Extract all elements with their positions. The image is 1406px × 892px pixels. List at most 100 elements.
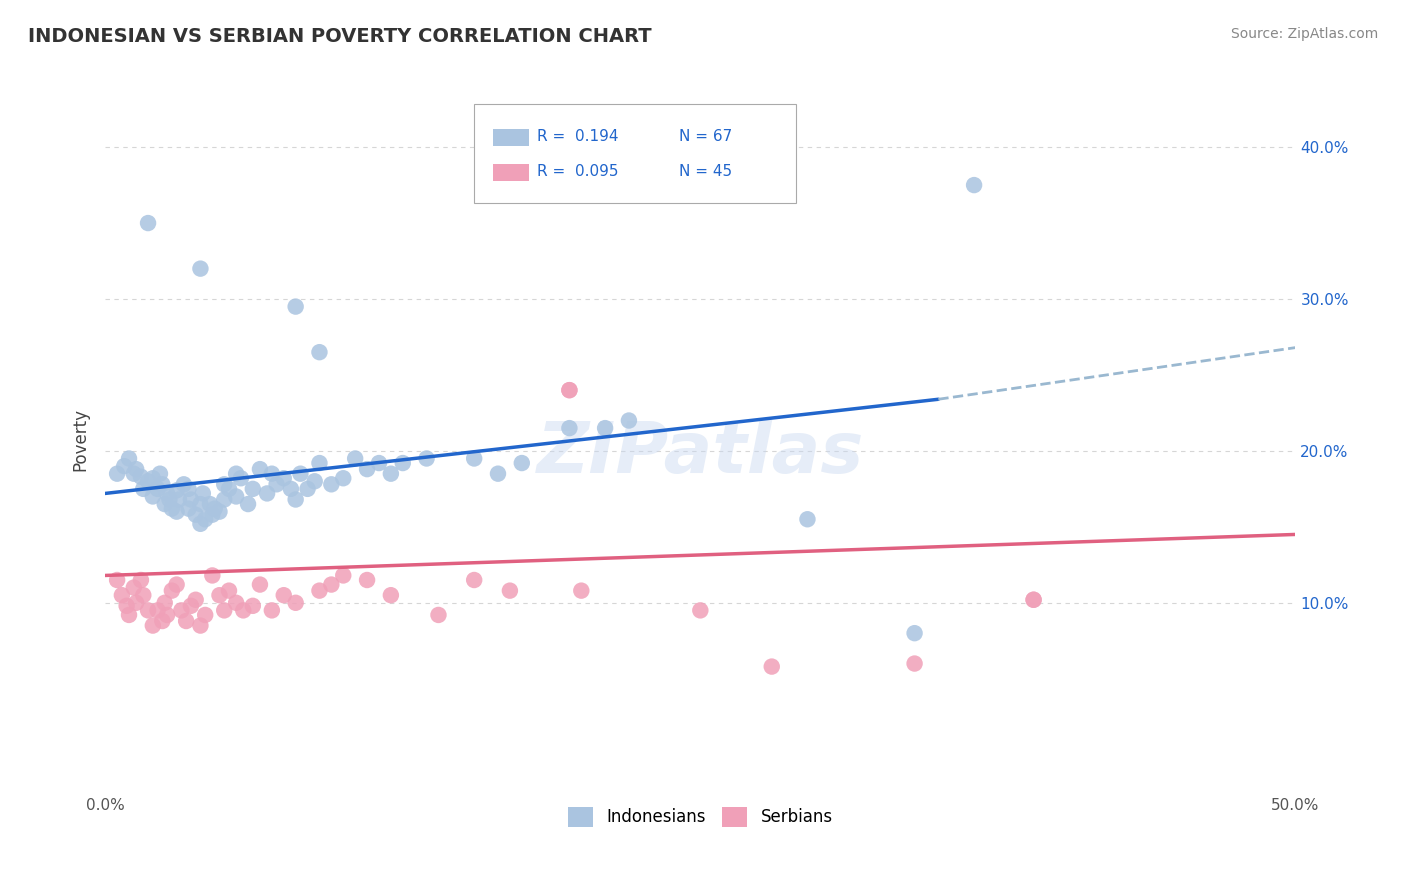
Point <box>184 592 207 607</box>
Point <box>190 618 212 632</box>
Point <box>266 477 288 491</box>
Point <box>132 588 155 602</box>
Point <box>170 603 193 617</box>
Point <box>308 345 330 359</box>
Point <box>146 603 169 617</box>
Point <box>136 475 159 489</box>
Point <box>125 596 148 610</box>
Point <box>356 462 378 476</box>
Point <box>118 451 141 466</box>
Point <box>149 467 172 481</box>
Point <box>486 467 509 481</box>
Point <box>284 596 307 610</box>
Point <box>225 596 247 610</box>
Point <box>190 516 212 531</box>
Point <box>321 477 343 491</box>
Point <box>212 477 235 491</box>
Point <box>150 614 173 628</box>
Point <box>593 421 616 435</box>
Point <box>115 599 138 613</box>
Point <box>173 477 195 491</box>
Point <box>132 482 155 496</box>
Point <box>903 657 925 671</box>
Point <box>190 261 212 276</box>
Point <box>212 492 235 507</box>
Point <box>153 596 176 610</box>
Point <box>194 512 217 526</box>
Point <box>218 583 240 598</box>
Point <box>558 421 581 435</box>
Point <box>256 486 278 500</box>
Point <box>380 588 402 602</box>
Point <box>191 486 214 500</box>
Point <box>105 573 128 587</box>
Point <box>236 497 259 511</box>
Point <box>963 178 986 192</box>
Point <box>180 599 202 613</box>
Point <box>273 588 295 602</box>
Text: N = 45: N = 45 <box>679 164 733 179</box>
Point <box>225 490 247 504</box>
Point <box>903 626 925 640</box>
Point <box>142 490 165 504</box>
Point <box>160 501 183 516</box>
Point <box>136 603 159 617</box>
Point <box>558 383 581 397</box>
Point <box>232 603 254 617</box>
Point <box>356 573 378 587</box>
Point <box>427 607 450 622</box>
Point <box>166 577 188 591</box>
Point <box>150 477 173 491</box>
Point <box>204 501 226 516</box>
Point <box>332 471 354 485</box>
Point <box>273 471 295 485</box>
Point <box>180 492 202 507</box>
Point <box>212 603 235 617</box>
Point <box>391 456 413 470</box>
Point <box>499 583 522 598</box>
Point <box>344 451 367 466</box>
Text: R =  0.095: R = 0.095 <box>537 164 619 179</box>
Point <box>796 512 818 526</box>
Point <box>160 583 183 598</box>
Y-axis label: Poverty: Poverty <box>72 408 89 471</box>
Point <box>510 456 533 470</box>
Text: ZIPatlas: ZIPatlas <box>537 419 865 488</box>
Point <box>201 568 224 582</box>
Point <box>308 583 330 598</box>
Point <box>129 469 152 483</box>
Point <box>153 497 176 511</box>
Text: N = 67: N = 67 <box>679 129 733 144</box>
Point <box>558 383 581 397</box>
Point <box>242 599 264 613</box>
Text: R =  0.194: R = 0.194 <box>537 129 619 144</box>
Text: INDONESIAN VS SERBIAN POVERTY CORRELATION CHART: INDONESIAN VS SERBIAN POVERTY CORRELATIO… <box>28 27 652 45</box>
Point <box>569 583 592 598</box>
FancyBboxPatch shape <box>474 104 796 202</box>
Point <box>415 451 437 466</box>
Point <box>136 216 159 230</box>
Point <box>249 577 271 591</box>
Point <box>166 505 188 519</box>
Point <box>156 607 179 622</box>
Point <box>229 471 252 485</box>
Point <box>174 614 197 628</box>
Point <box>242 482 264 496</box>
Point <box>118 607 141 622</box>
Point <box>297 482 319 496</box>
Point <box>1022 592 1045 607</box>
Point <box>249 462 271 476</box>
Text: Source: ZipAtlas.com: Source: ZipAtlas.com <box>1230 27 1378 41</box>
Point <box>332 568 354 582</box>
Point <box>284 300 307 314</box>
Point <box>167 492 190 507</box>
Point <box>177 482 200 496</box>
Point <box>290 467 312 481</box>
Point <box>260 603 283 617</box>
Point <box>198 497 221 511</box>
Point <box>122 467 145 481</box>
FancyBboxPatch shape <box>494 128 529 145</box>
FancyBboxPatch shape <box>494 164 529 181</box>
Point <box>142 471 165 485</box>
Point <box>280 482 302 496</box>
